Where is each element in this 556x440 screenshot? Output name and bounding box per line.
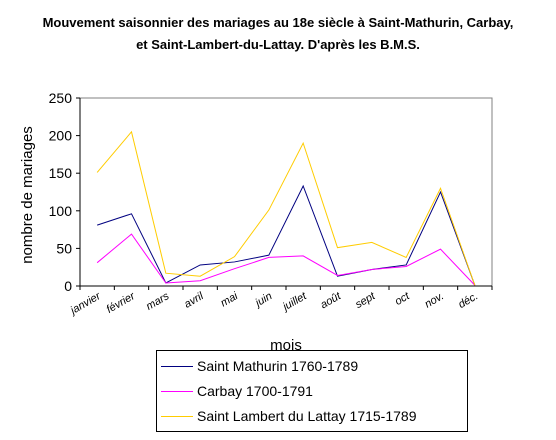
chart-title: Mouvement saisonnier des mariages au 18e…: [42, 15, 514, 52]
y-tick-label: 150: [49, 165, 73, 181]
x-tick-label: oct: [393, 290, 413, 308]
series-layer: [96, 130, 476, 286]
plot-frame: [79, 97, 493, 287]
series-line-3: [96, 130, 476, 286]
legend-swatch: [161, 390, 193, 392]
y-tick-label: 0: [64, 278, 72, 294]
plot-area: [79, 97, 493, 287]
legend-label: Saint Lambert du Lattay 1715-1789: [197, 408, 417, 424]
x-tick-label: mai: [219, 290, 241, 310]
x-tick-label: avril: [182, 290, 206, 311]
y-tick-label: 100: [49, 203, 73, 219]
x-tick-label: juillet: [279, 290, 309, 314]
y-axis-title: nombre de mariages: [19, 126, 36, 264]
x-tick-label: juin: [252, 290, 275, 310]
series-line-1: [97, 184, 476, 286]
x-tick-label: déc.: [456, 290, 480, 311]
x-tick-label: février: [105, 290, 139, 316]
y-tick-label: 200: [49, 128, 73, 144]
x-tick-label: nov.: [423, 290, 446, 310]
legend-item: Saint Mathurin 1760-1789: [157, 355, 358, 377]
legend-item: Saint Lambert du Lattay 1715-1789: [157, 405, 417, 427]
legend-item: Carbay 1700-1791: [157, 380, 313, 402]
x-axis: janvier février mars avril mai juin juillet aoû…: [67, 285, 493, 318]
x-axis-title: mois: [270, 337, 302, 354]
series-line-2: [96, 233, 476, 286]
x-tick-label: mars: [144, 290, 172, 313]
y-axis: 0 50 100 150 200 250: [49, 90, 81, 294]
x-tick-label: sept: [353, 290, 378, 311]
legend-swatch: [161, 365, 193, 367]
legend-swatch: [161, 415, 193, 417]
legend-label: Carbay 1700-1791: [197, 383, 313, 399]
legend: Saint Mathurin 1760-1789 Carbay 1700-179…: [156, 350, 468, 432]
legend-label: Saint Mathurin 1760-1789: [197, 358, 359, 374]
y-tick-label: 50: [56, 240, 72, 256]
x-tick-label: août: [318, 290, 343, 312]
y-tick-label: 250: [49, 90, 73, 106]
x-tick-label: janvier: [67, 290, 104, 318]
